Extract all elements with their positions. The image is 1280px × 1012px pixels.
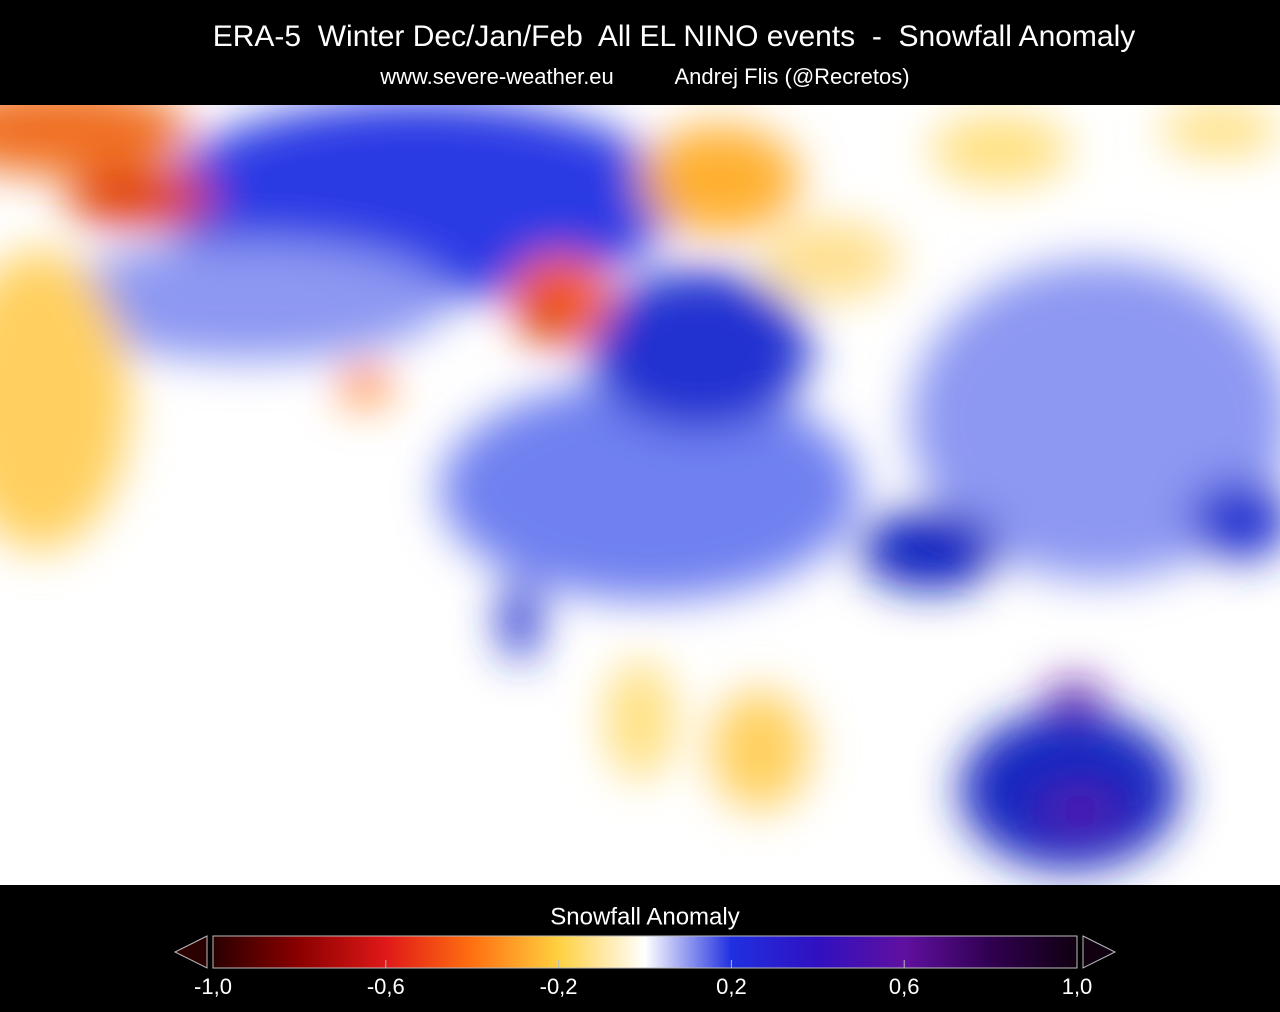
colorbar-tick-label: 1,0: [1062, 974, 1093, 999]
anomaly-blob: [1040, 795, 1120, 825]
colorbar-low-arrow: [173, 935, 208, 969]
anomaly-blob: [640, 125, 800, 235]
colorbar-tick-label: 0,6: [889, 974, 920, 999]
anomaly-blob: [910, 260, 1280, 580]
anomaly-blob: [527, 296, 563, 344]
anomaly-blob: [860, 510, 1000, 590]
title: ERA-5 Winter Dec/Jan/Feb All EL NINO eve…: [213, 20, 1136, 53]
anomaly-blob: [590, 270, 810, 430]
anomaly-blob: [710, 690, 810, 810]
anomaly-field: [0, 105, 1280, 870]
colorbar-tick-label: 0,2: [716, 974, 747, 999]
anomaly-blob: [930, 115, 1070, 185]
colorbar-tick-label: -0,6: [367, 974, 405, 999]
anomaly-blob: [50, 240, 450, 360]
anomaly-blob: [65, 168, 215, 228]
anomaly-blob: [500, 580, 540, 660]
anomaly-blob: [340, 365, 390, 405]
anomaly-blob: [960, 710, 1180, 870]
anomaly-blob: [0, 250, 130, 550]
colorbar-high-arrow: [1082, 935, 1117, 969]
colorbar-tick-label: -0,2: [540, 974, 578, 999]
anomaly-blob: [605, 660, 675, 780]
anomaly-blob: [440, 380, 860, 600]
colorbar-tick-label: -1,0: [194, 974, 232, 999]
anomaly-blob: [1190, 480, 1280, 560]
colorbar-label: Snowfall Anomaly: [550, 903, 739, 930]
map: [0, 105, 1280, 885]
colorbar: [212, 935, 1078, 969]
author: Andrej Flis (@Recretos): [674, 64, 909, 89]
anomaly-blob: [1045, 681, 1105, 709]
anomaly-blob: [1160, 105, 1280, 155]
anomaly-blob: [760, 220, 900, 300]
anomaly-blob: [0, 105, 190, 175]
colorbar-ticks: -1,0 -0,6 -0,2 0,2 0,6 1,0: [194, 960, 1092, 999]
source: www.severe-weather.eu: [379, 64, 614, 89]
